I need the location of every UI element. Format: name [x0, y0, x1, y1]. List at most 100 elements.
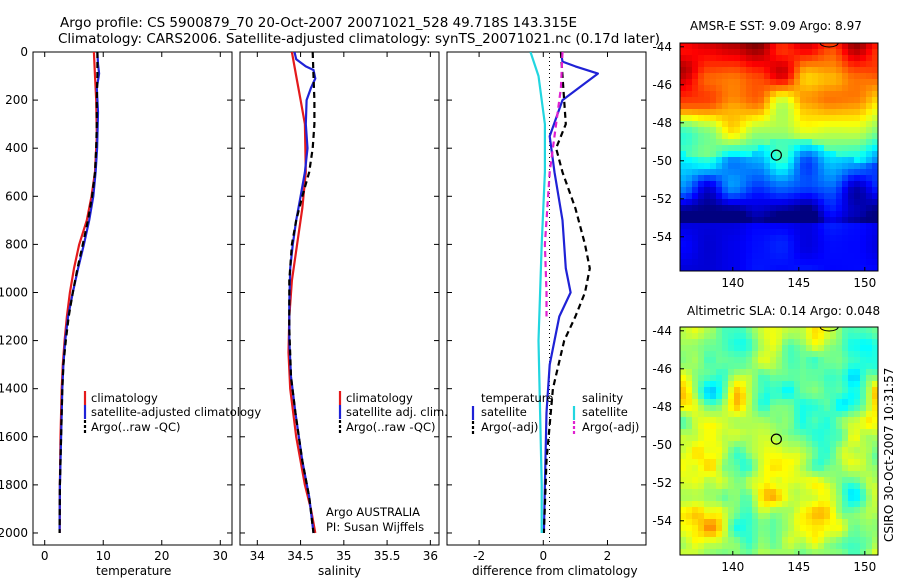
map-cell — [842, 435, 849, 442]
map-cell — [764, 345, 771, 352]
map-cell — [842, 253, 849, 260]
map-cell — [848, 97, 855, 104]
map-cell — [812, 103, 819, 110]
map-cell — [716, 399, 723, 406]
map-cell — [758, 187, 765, 194]
map-cell — [680, 435, 687, 442]
map-cell — [698, 537, 705, 544]
map-cell — [794, 495, 801, 502]
map-cell — [794, 127, 801, 134]
map-cell — [842, 513, 849, 520]
map-cell — [788, 169, 795, 176]
map-cell — [836, 537, 843, 544]
map-cell — [836, 489, 843, 496]
map-cell — [818, 435, 825, 442]
map-cell — [740, 85, 747, 92]
map-cell — [770, 235, 777, 242]
map-cell — [746, 477, 753, 484]
map-cell — [710, 157, 717, 164]
map-cell — [728, 423, 735, 430]
map-cell — [752, 483, 759, 490]
map-cell — [680, 199, 687, 206]
map-cell — [794, 241, 801, 248]
map-cell — [722, 247, 729, 254]
map-cell — [758, 241, 765, 248]
map-cell — [806, 55, 813, 62]
map-cell — [782, 67, 789, 74]
map-cell — [848, 133, 855, 140]
map-cell — [752, 363, 759, 370]
map-cell — [692, 79, 699, 86]
map-cell — [788, 471, 795, 478]
map-cell — [722, 265, 729, 271]
map-cell — [716, 85, 723, 92]
map-cell — [722, 381, 729, 388]
map-cell — [842, 241, 849, 248]
map-cell — [692, 103, 699, 110]
map-cell — [728, 399, 735, 406]
map-cell — [698, 417, 705, 424]
map-cell — [686, 157, 693, 164]
map-cell — [866, 223, 873, 230]
map-cell — [842, 187, 849, 194]
map-cell — [836, 471, 843, 478]
map-cell — [842, 423, 849, 430]
map-cell — [758, 381, 765, 388]
x-tick-label: 10 — [96, 549, 111, 563]
map-cell — [686, 151, 693, 158]
map-cell — [800, 333, 807, 340]
map-cell — [746, 49, 753, 56]
map-cell — [818, 405, 825, 412]
map-cell — [728, 519, 735, 526]
map-cell — [776, 247, 783, 254]
map-cell — [686, 247, 693, 254]
map-cell — [728, 405, 735, 412]
map-cell — [860, 235, 867, 242]
map-cell — [800, 199, 807, 206]
map-cell — [818, 229, 825, 236]
map-cell — [788, 363, 795, 370]
map-cell — [776, 351, 783, 358]
map-cell — [818, 49, 825, 56]
map-cell — [686, 345, 693, 352]
map-cell — [692, 471, 699, 478]
map-cell — [866, 79, 873, 86]
map-cell — [800, 327, 807, 334]
map-cell — [752, 345, 759, 352]
map-cell — [734, 519, 741, 526]
map-cell — [704, 139, 711, 146]
figure-title-line1: Argo profile: CS 5900879_70 20-Oct-2007 … — [60, 15, 577, 31]
map-cell — [788, 525, 795, 532]
map-cell — [806, 163, 813, 170]
map-cell — [818, 447, 825, 454]
map-cell — [746, 525, 753, 532]
map-cell — [698, 525, 705, 532]
map-cell — [854, 381, 861, 388]
map-cell — [860, 453, 867, 460]
x-tick-label: 145 — [787, 560, 810, 574]
map-cell — [866, 133, 873, 140]
map-cell — [686, 453, 693, 460]
temperature-series — [58, 52, 101, 534]
map-cell — [782, 229, 789, 236]
map-cell — [794, 139, 801, 146]
map-cell — [734, 217, 741, 224]
map-cell — [836, 55, 843, 62]
salinity-axes — [239, 51, 440, 546]
map-cell — [872, 157, 878, 164]
map-cell — [722, 471, 729, 478]
map-cell — [872, 537, 878, 544]
map-cell — [842, 327, 849, 334]
map-cell — [788, 543, 795, 550]
map-cell — [770, 43, 777, 50]
map-cell — [872, 465, 878, 472]
map-cell — [764, 79, 771, 86]
y-tick-label: 1000 — [0, 285, 28, 299]
map-cell — [710, 97, 717, 104]
map-cell — [794, 43, 801, 50]
map-cell — [776, 423, 783, 430]
map-cell — [860, 211, 867, 218]
difference-ticks: -2 0 2 — [447, 51, 646, 563]
map-cell — [770, 121, 777, 128]
map-cell — [836, 447, 843, 454]
